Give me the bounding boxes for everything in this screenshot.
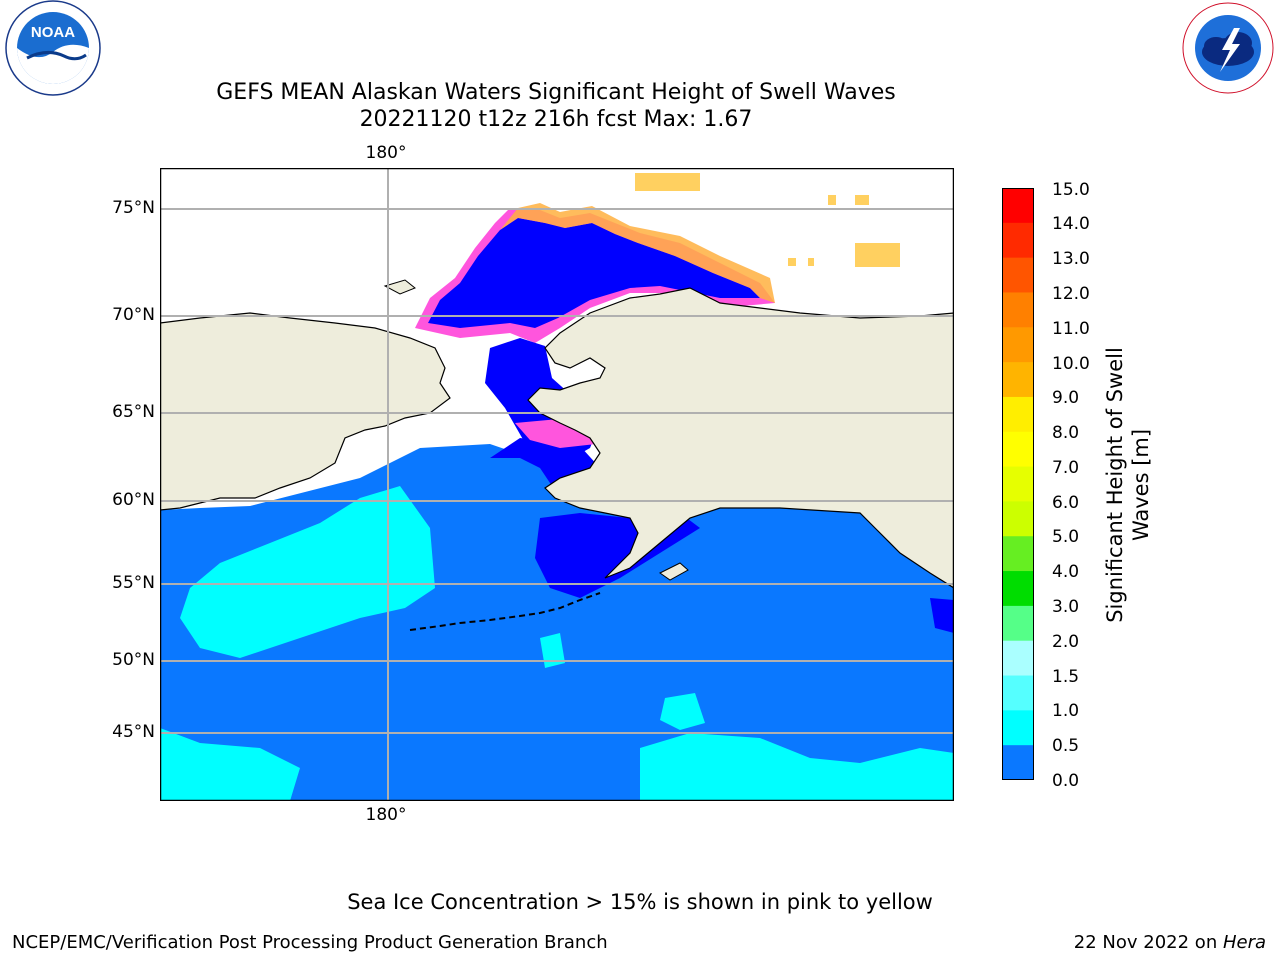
colorbar-band — [1002, 257, 1034, 293]
st-lawrence-island — [383, 279, 416, 295]
cb-tick: 12.0 — [1052, 284, 1090, 304]
footer-right: 22 Nov 2022 on Hera — [1074, 932, 1266, 953]
colorbar-band — [1002, 466, 1034, 502]
colorbar-frame — [1002, 188, 1034, 780]
ice-patch — [855, 195, 869, 205]
cb-tick: 7.0 — [1052, 458, 1080, 478]
colorbar-band — [1002, 640, 1034, 677]
graticule — [160, 168, 954, 801]
colorbar-band — [1002, 571, 1034, 607]
cook-inlet-blue — [930, 598, 954, 633]
cb-tick: 0.5 — [1052, 736, 1080, 756]
colorbar-label-line1: Significant Height of Swell — [1103, 347, 1127, 623]
lat-label-60: 60°N — [112, 490, 155, 510]
ice-patch — [855, 243, 900, 267]
swell-patch-southeast — [640, 733, 954, 801]
lat-label-70: 70°N — [112, 305, 155, 325]
colorbar — [1002, 188, 1034, 781]
noaa-logo-text: NOAA — [31, 24, 75, 41]
colorbar-band — [1002, 710, 1034, 746]
ice-patch — [788, 258, 796, 266]
chart-title-line2: 20221120 t12z 216h fcst Max: 1.67 — [359, 107, 753, 132]
swell-patch-small — [540, 633, 565, 668]
cb-tick: 3.0 — [1052, 597, 1080, 617]
sea-ice-note: Sea Ice Concentration > 15% is shown in … — [347, 890, 933, 914]
ice-patch — [635, 173, 700, 191]
map-panel — [159, 167, 955, 802]
lat-label-45: 45°N — [112, 722, 155, 742]
colorbar-band — [1002, 362, 1034, 398]
swell-patch-west — [180, 486, 435, 658]
cb-tick: 4.0 — [1052, 562, 1080, 582]
cb-tick: 2.0 — [1052, 632, 1080, 652]
colorbar-band — [1002, 605, 1034, 642]
cb-tick: 13.0 — [1052, 249, 1090, 269]
arctic-deep-blue — [428, 218, 760, 328]
cb-tick: 5.0 — [1052, 527, 1080, 547]
cb-tick: 0.0 — [1052, 771, 1080, 791]
lon-label-bottom: 180° — [365, 805, 407, 825]
colorbar-band — [1002, 292, 1034, 328]
cb-tick: 9.0 — [1052, 388, 1080, 408]
colorbar-band — [1002, 327, 1034, 363]
cb-tick: 1.5 — [1052, 667, 1080, 687]
lon-label-top: 180° — [365, 143, 407, 163]
footer-left: NCEP/EMC/Verification Post Processing Pr… — [12, 932, 608, 953]
nws-logo — [1178, 0, 1278, 100]
lat-label-75: 75°N — [112, 198, 155, 218]
colorbar-band — [1002, 431, 1034, 468]
colorbar-band — [1002, 501, 1034, 537]
ice-patch — [828, 195, 836, 205]
noaa-logo: NOAA — [2, 0, 104, 100]
colorbar-band — [1002, 222, 1034, 259]
colorbar-band — [1002, 188, 1034, 224]
footer-date: 22 Nov 2022 on — [1073, 932, 1223, 953]
cb-tick: 8.0 — [1052, 423, 1080, 443]
footer-machine: Hera — [1222, 932, 1266, 953]
cb-tick: 6.0 — [1052, 493, 1080, 513]
chart-title-line1: GEFS MEAN Alaskan Waters Significant Hei… — [216, 80, 896, 105]
cb-tick: 10.0 — [1052, 354, 1090, 374]
cb-tick: 15.0 — [1052, 180, 1090, 200]
cb-tick: 1.0 — [1052, 701, 1080, 721]
kodiak-island — [659, 562, 689, 581]
colorbar-label-line2: Waves [m] — [1129, 428, 1153, 542]
lat-label-50: 50°N — [112, 650, 155, 670]
swell-patch-southwest — [160, 728, 300, 801]
cb-tick: 14.0 — [1052, 214, 1090, 234]
swell-patch-mid — [660, 693, 705, 730]
lat-label-55: 55°N — [112, 573, 155, 593]
colorbar-band — [1002, 745, 1034, 781]
ice-patch — [808, 258, 814, 266]
lat-label-65: 65°N — [112, 402, 155, 422]
colorbar-band — [1002, 396, 1034, 433]
land-russia — [159, 312, 451, 511]
colorbar-band — [1002, 675, 1034, 711]
aleutian-islands — [409, 592, 601, 631]
colorbar-band — [1002, 536, 1034, 572]
cb-tick: 11.0 — [1052, 319, 1090, 339]
